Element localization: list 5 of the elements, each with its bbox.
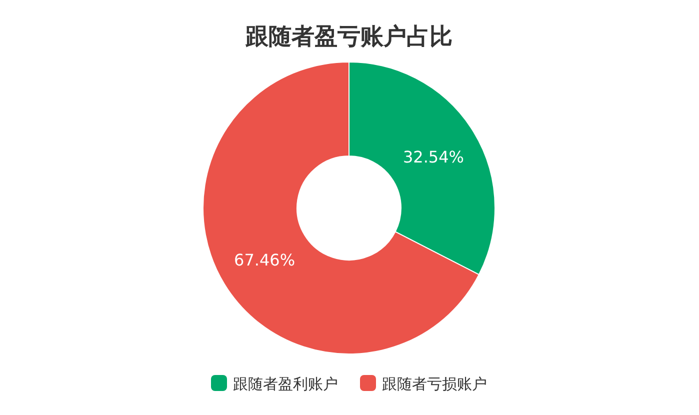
legend-label: 跟随者亏损账户	[382, 375, 487, 393]
chart-title: 跟随者盈亏账户占比	[244, 23, 452, 50]
data-label: 67.46%	[234, 250, 296, 270]
legend-label: 跟随者盈利账户	[233, 375, 338, 393]
data-label: 32.54%	[402, 147, 464, 166]
